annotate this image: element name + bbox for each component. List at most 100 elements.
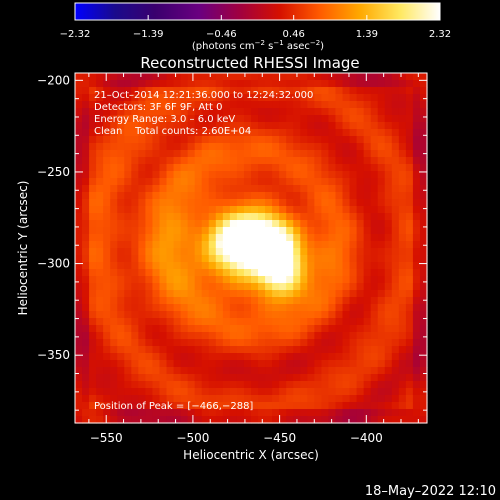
heatmap-cell: [89, 332, 97, 340]
heatmap-cell: [279, 311, 287, 319]
heatmap-cell: [173, 94, 182, 102]
heatmap-cell: [335, 304, 344, 312]
heatmap-cell: [166, 409, 175, 417]
heatmap-cell: [335, 262, 344, 270]
heatmap-cell: [384, 157, 393, 165]
heatmap-cell: [279, 129, 287, 137]
heatmap-cell: [419, 227, 428, 235]
heatmap-cell: [215, 269, 224, 277]
heatmap-cell: [272, 213, 280, 221]
heatmap-cell: [349, 213, 358, 221]
heatmap-cell: [131, 220, 139, 228]
heatmap-cell: [307, 227, 315, 235]
heatmap-cell: [391, 101, 400, 109]
heatmap-cell: [286, 416, 294, 424]
heatmap-cell: [103, 381, 111, 389]
heatmap-cell: [314, 402, 322, 410]
heatmap-cell: [300, 192, 308, 200]
heatmap-cell: [89, 101, 97, 109]
heatmap-cell: [258, 122, 266, 130]
heatmap-cell: [145, 234, 154, 242]
heatmap-cell: [286, 360, 294, 368]
heatmap-cell: [166, 262, 175, 270]
heatmap-cell: [300, 185, 308, 193]
heatmap-cell: [391, 395, 400, 403]
heatmap-cell: [349, 381, 358, 389]
heatmap-cell: [321, 346, 330, 354]
heatmap-cell: [251, 290, 259, 298]
annotation-time-range: 21–Oct–2014 12:21:36.000 to 12:24:32.000: [94, 90, 313, 101]
heatmap-cell: [215, 248, 224, 256]
heatmap-cell: [166, 157, 175, 165]
heatmap-cell: [159, 101, 168, 109]
heatmap-cell: [243, 381, 252, 389]
heatmap-cell: [187, 150, 196, 158]
heatmap-cell: [349, 227, 358, 235]
heatmap-cell: [328, 339, 337, 347]
heatmap-cell: [222, 395, 231, 403]
heatmap-cell: [356, 332, 365, 340]
heatmap-cell: [187, 360, 196, 368]
heatmap-cell: [96, 332, 104, 340]
heatmap-cell: [335, 192, 344, 200]
heatmap-cell: [251, 108, 259, 116]
footer-timestamp: 18–May–2022 12:10: [365, 484, 496, 499]
heatmap-cell: [293, 388, 301, 396]
heatmap-cell: [391, 409, 400, 417]
heatmap-cell: [124, 241, 132, 249]
heatmap-cell: [412, 143, 421, 151]
heatmap-cell: [173, 409, 182, 417]
heatmap-cell: [300, 206, 308, 214]
heatmap-cell: [391, 87, 400, 95]
heatmap-cell: [229, 73, 238, 81]
heatmap-cell: [419, 199, 428, 207]
heatmap-cell: [131, 283, 139, 291]
heatmap-cell: [258, 101, 266, 109]
heatmap-cell: [131, 416, 139, 424]
heatmap-cell: [258, 290, 266, 298]
heatmap-cell: [419, 143, 428, 151]
heatmap-cell: [145, 129, 154, 137]
heatmap-cell: [356, 409, 365, 417]
heatmap-cell: [159, 304, 168, 312]
heatmap-cell: [384, 101, 393, 109]
heatmap-cell: [307, 416, 315, 424]
heatmap-cell: [159, 220, 168, 228]
heatmap-cell: [117, 325, 125, 333]
heatmap-cell: [377, 318, 386, 326]
heatmap-cell: [89, 150, 97, 158]
heatmap-cell: [159, 234, 168, 242]
heatmap-cell: [286, 304, 294, 312]
heatmap-cell: [293, 402, 301, 410]
heatmap-cell: [412, 206, 421, 214]
heatmap-cell: [314, 87, 322, 95]
heatmap-cell: [398, 94, 407, 102]
heatmap-cell: [138, 276, 146, 284]
heatmap-cell: [215, 311, 224, 319]
heatmap-cell: [349, 80, 358, 88]
heatmap-cell: [110, 164, 118, 172]
heatmap-cell: [159, 388, 168, 396]
heatmap-cell: [293, 227, 301, 235]
heatmap-cell: [180, 157, 189, 165]
heatmap-cell: [370, 108, 379, 116]
heatmap-cell: [258, 381, 266, 389]
heatmap-cell: [215, 318, 224, 326]
heatmap-cell: [272, 304, 280, 312]
heatmap-cell: [243, 185, 252, 193]
heatmap-cell: [370, 164, 379, 172]
heatmap-cell: [272, 220, 280, 228]
heatmap-cell: [159, 129, 168, 137]
heatmap-cell: [75, 248, 83, 256]
heatmap-cell: [96, 136, 104, 144]
heatmap-cell: [391, 129, 400, 137]
heatmap-cell: [335, 157, 344, 165]
heatmap-cell: [307, 388, 315, 396]
heatmap-cell: [412, 360, 421, 368]
heatmap-cell: [405, 395, 414, 403]
heatmap-cell: [180, 185, 189, 193]
heatmap-cell: [173, 290, 182, 298]
heatmap-cell: [279, 164, 287, 172]
heatmap-cell: [251, 199, 259, 207]
heatmap-cell: [166, 367, 175, 375]
